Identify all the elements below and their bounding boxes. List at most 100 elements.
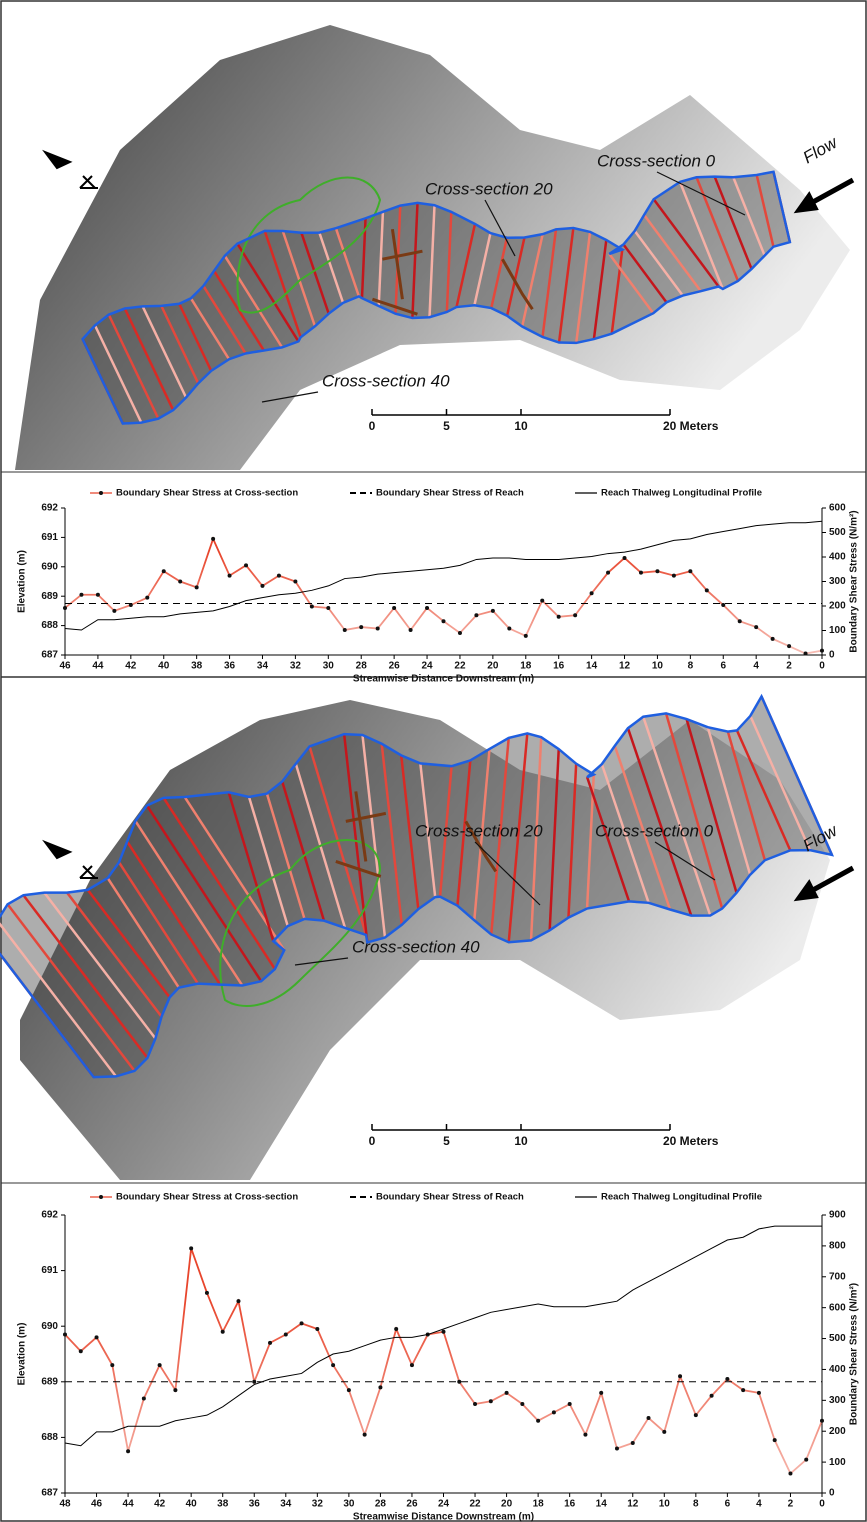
data-point — [520, 1402, 524, 1406]
y2-axis-label: Boundary Shear Stress (N/m²) — [849, 510, 860, 652]
x-tick-label: 42 — [125, 661, 137, 672]
data-point — [804, 652, 808, 656]
x-tick-label: 6 — [720, 661, 726, 672]
y2-tick-label: 700 — [829, 1271, 846, 1282]
data-point — [540, 599, 544, 603]
x-tick-label: 20 — [501, 1499, 513, 1510]
data-point — [655, 569, 659, 573]
legend-label: Boundary Shear Stress of Reach — [376, 488, 524, 499]
y-axis-label: Elevation (m) — [17, 1323, 28, 1386]
data-point — [552, 1410, 556, 1414]
data-point — [473, 1402, 477, 1406]
cross-section-label: Cross-section 40 — [322, 371, 450, 390]
data-point — [694, 1413, 698, 1417]
scale-label: 20 Meters — [663, 1134, 719, 1148]
data-point — [615, 1447, 619, 1451]
y2-tick-label: 600 — [829, 503, 846, 514]
x-tick-label: 12 — [619, 661, 631, 672]
x-tick-label: 44 — [92, 661, 104, 672]
x-tick-label: 30 — [323, 661, 335, 672]
x-tick-label: 26 — [389, 661, 401, 672]
figure: Cross-section 0Cross-section 20Cross-sec… — [0, 0, 867, 1522]
data-point — [573, 613, 577, 617]
data-point — [710, 1394, 714, 1398]
data-point — [599, 1391, 603, 1395]
data-point — [392, 606, 396, 610]
x-tick-label: 16 — [553, 661, 565, 672]
data-point — [178, 580, 182, 584]
x-tick-label: 12 — [627, 1499, 639, 1510]
data-point — [754, 625, 758, 629]
data-point — [705, 588, 709, 592]
x-tick-label: 2 — [788, 1499, 794, 1510]
x-tick-label: 28 — [375, 1499, 387, 1510]
data-point — [606, 571, 610, 575]
data-point — [458, 631, 462, 635]
data-point — [409, 628, 413, 632]
legend-label: Reach Thalweg Longitudinal Profile — [601, 488, 762, 499]
data-point — [79, 1349, 83, 1353]
data-point — [326, 606, 330, 610]
y-tick-label: 688 — [41, 1432, 58, 1443]
y2-tick-label: 200 — [829, 601, 846, 612]
data-point — [244, 563, 248, 567]
data-point — [442, 1330, 446, 1334]
data-point — [112, 609, 116, 613]
y2-tick-label: 100 — [829, 1457, 846, 1468]
data-point — [363, 1433, 367, 1437]
data-point — [158, 1363, 162, 1367]
data-point — [524, 634, 528, 638]
data-point — [820, 649, 824, 653]
data-point — [277, 574, 281, 578]
data-point — [95, 1335, 99, 1339]
data-point — [228, 574, 232, 578]
y2-axis-label: Boundary Shear Stress (N/m²) — [849, 1283, 860, 1425]
x-tick-label: 40 — [158, 661, 170, 672]
y2-tick-label: 600 — [829, 1302, 846, 1313]
data-point — [173, 1388, 177, 1392]
data-point — [79, 593, 83, 597]
y2-tick-label: 300 — [829, 1395, 846, 1406]
data-point — [820, 1419, 824, 1423]
data-point — [757, 1391, 761, 1395]
legend-label: Boundary Shear Stress of Reach — [376, 1192, 524, 1203]
x-tick-label: 42 — [154, 1499, 166, 1510]
x-axis-label: Streamwise Distance Downstream (m) — [353, 674, 534, 685]
legend-label: Boundary Shear Stress at Cross-section — [116, 488, 298, 499]
x-tick-label: 8 — [693, 1499, 699, 1510]
data-point — [489, 1399, 493, 1403]
x-tick-label: 0 — [819, 1499, 825, 1510]
y2-tick-label: 300 — [829, 576, 846, 587]
data-point — [96, 593, 100, 597]
legend-marker — [99, 1195, 103, 1199]
data-point — [568, 1402, 572, 1406]
x-tick-label: 32 — [290, 661, 302, 672]
cross-section-label: Cross-section 40 — [352, 937, 480, 956]
data-point — [662, 1430, 666, 1434]
x-tick-label: 48 — [59, 1499, 71, 1510]
y2-tick-label: 500 — [829, 1333, 846, 1344]
data-point — [347, 1388, 351, 1392]
series-line — [65, 521, 822, 630]
legend-label: Boundary Shear Stress at Cross-section — [116, 1192, 298, 1203]
data-point — [236, 1299, 240, 1303]
y-tick-label: 692 — [41, 503, 58, 514]
x-tick-label: 38 — [191, 661, 203, 672]
y-tick-label: 687 — [41, 650, 58, 661]
data-point — [590, 591, 594, 595]
x-tick-label: 14 — [586, 661, 598, 672]
y-axis-label: Elevation (m) — [17, 550, 28, 613]
scale-label: 0 — [369, 1134, 376, 1148]
data-point — [647, 1416, 651, 1420]
data-point — [310, 604, 314, 608]
x-tick-label: 40 — [186, 1499, 198, 1510]
data-point — [721, 603, 725, 607]
y2-tick-label: 200 — [829, 1426, 846, 1437]
y-tick-label: 691 — [41, 1265, 58, 1276]
x-tick-label: 4 — [753, 661, 759, 672]
x-tick-label: 2 — [786, 661, 792, 672]
y-tick-label: 692 — [41, 1210, 58, 1221]
x-tick-label: 32 — [312, 1499, 324, 1510]
y-tick-label: 688 — [41, 620, 58, 631]
x-tick-label: 0 — [819, 661, 825, 672]
